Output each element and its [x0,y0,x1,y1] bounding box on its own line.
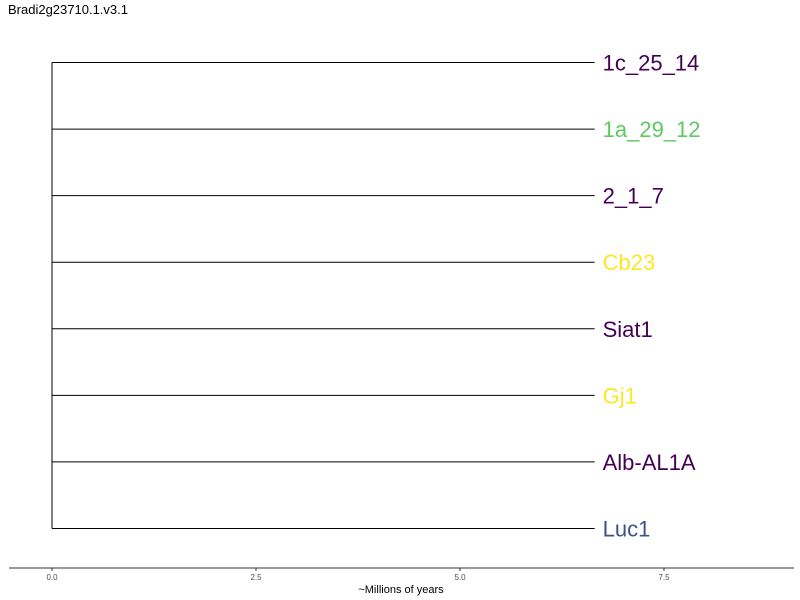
x-axis-label: ~Millions of years [358,584,444,596]
leaf-label: Siat1 [603,317,653,342]
leaf-label: 2_1_7 [603,184,664,209]
tree-branches [51,62,595,529]
leaf-label: Alb-AL1A [603,450,696,475]
leaf-labels: 1c_25_14 1a_29_12 2_1_7 Cb23 Siat1 Gj1 Alb-AL1… [603,51,701,542]
leaf-label: 1c_25_14 [603,51,700,76]
leaf-label: Cb23 [603,250,656,275]
x-axis: 0.0 2.5 5.0 7.5 ~Millions of years [9,567,794,596]
x-axis-tick-label: 5.0 [454,573,466,582]
figure-title: Bradi2g23710.1.v3.1 [8,2,128,17]
x-axis-tick-label: 7.5 [658,573,670,582]
x-axis-tick-label: 0.0 [46,573,58,582]
leaf-label: Gj1 [603,383,637,408]
leaf-label: Luc1 [603,517,651,542]
x-axis-tick-label: 2.5 [250,573,262,582]
x-axis-ticks: 0.0 2.5 5.0 7.5 [46,568,670,582]
leaf-label: 1a_29_12 [603,117,701,142]
